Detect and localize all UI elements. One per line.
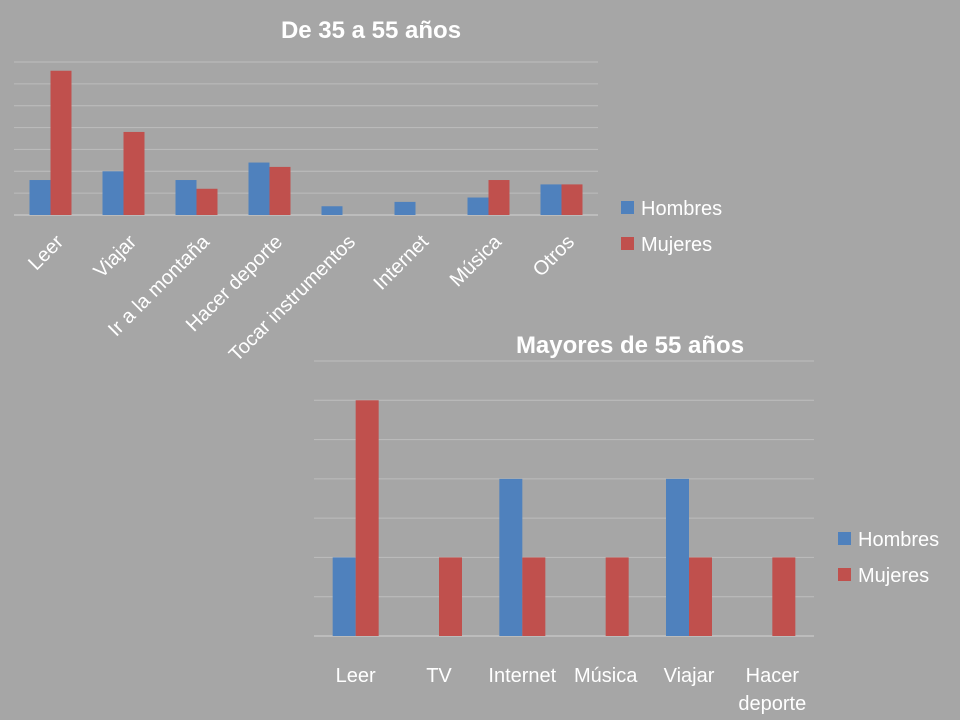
tick-label-tocar-instrumentos: Tocar instrumentos bbox=[225, 231, 360, 366]
bar-mujeres-leer bbox=[355, 400, 379, 636]
bars bbox=[29, 70, 583, 215]
tick-label-otros: Otros bbox=[529, 231, 579, 281]
legend-label-hombres: Hombres bbox=[641, 198, 722, 220]
bar-hombres-tocar-instrumentos bbox=[321, 206, 343, 215]
tick-label-hacer-deporte: Hacer deporte bbox=[738, 665, 806, 715]
bar-mujeres-viajar bbox=[689, 557, 712, 636]
chart-title: De 35 a 55 años bbox=[281, 17, 461, 44]
bar-hombres-ir-a-la-montana bbox=[175, 180, 197, 215]
tick-label-musica: Música bbox=[574, 665, 638, 687]
legend: Hombres Mujeres bbox=[621, 198, 722, 256]
bar-mujeres-musica bbox=[605, 557, 629, 636]
bar-hombres-internet bbox=[394, 201, 416, 215]
tick-label-internet: Internet bbox=[488, 665, 556, 687]
tick-label-viajar: Viajar bbox=[90, 231, 142, 283]
bar-mujeres-ir-a-la-montana bbox=[196, 188, 218, 215]
bar-hombres-internet bbox=[499, 478, 523, 636]
bar-mujeres-otros bbox=[561, 184, 583, 215]
bar-mujeres-tv bbox=[439, 557, 462, 636]
legend-swatch-mujeres bbox=[838, 568, 851, 581]
tick-label-internet: Internet bbox=[370, 231, 434, 295]
bar-hombres-musica bbox=[467, 197, 489, 215]
tick-label-leer: Leer bbox=[336, 665, 376, 687]
chart-mayores-55: Mayores de 55 años Leer TV Internet Música V… bbox=[314, 332, 939, 715]
gridlines bbox=[14, 61, 598, 216]
bar-mujeres-hacer-deporte bbox=[269, 166, 291, 215]
bar-hombres-viajar bbox=[102, 171, 124, 215]
category-ticks: Leer TV Internet Música Viajar Hacer deporte bbox=[336, 665, 807, 715]
tick-label-viajar: Viajar bbox=[664, 665, 715, 687]
legend-label-hombres: Hombres bbox=[858, 529, 939, 551]
bar-mujeres-leer bbox=[50, 70, 72, 215]
bar-mujeres-viajar bbox=[123, 131, 145, 215]
legend-swatch-mujeres bbox=[621, 237, 634, 250]
bar-mujeres-internet bbox=[522, 557, 546, 636]
bar-hombres-otros bbox=[540, 184, 562, 215]
tick-label-tv: TV bbox=[426, 665, 452, 687]
tick-label-musica: Música bbox=[446, 230, 507, 291]
bars bbox=[332, 400, 796, 636]
chart-title: Mayores de 55 años bbox=[516, 332, 744, 359]
bar-mujeres-musica bbox=[488, 180, 510, 215]
bar-hombres-leer bbox=[29, 180, 51, 215]
bar-mujeres-hacer-deporte bbox=[772, 557, 796, 636]
bar-hombres-viajar bbox=[666, 478, 689, 636]
gridlines bbox=[314, 360, 814, 637]
tick-label-leer: Leer bbox=[24, 231, 68, 275]
legend-swatch-hombres bbox=[838, 532, 851, 545]
legend: Hombres Mujeres bbox=[838, 529, 939, 587]
legend-swatch-hombres bbox=[621, 201, 634, 214]
bar-hombres-hacer-deporte bbox=[248, 162, 270, 215]
legend-label-mujeres: Mujeres bbox=[858, 565, 929, 587]
legend-label-mujeres: Mujeres bbox=[641, 234, 712, 256]
bar-hombres-leer bbox=[332, 557, 356, 636]
